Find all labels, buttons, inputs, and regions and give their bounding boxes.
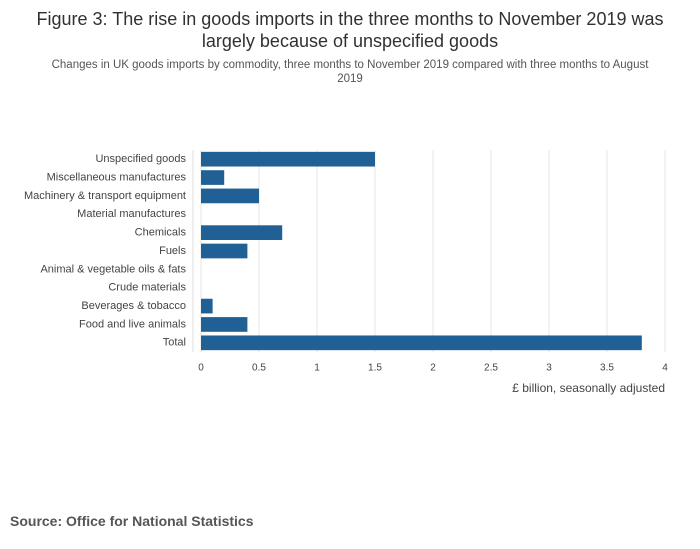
source: Source: Office for National Statistics [10,513,254,529]
y-tick-label: Fuels [159,245,186,257]
x-tick-label: 3 [546,363,552,374]
x-tick-label: 0.5 [252,363,266,374]
y-tick-label: Chemicals [135,227,187,239]
chart-subtitle: Changes in UK goods imports by commodity… [51,59,649,85]
y-tick-label: Miscellaneous manufactures [47,171,187,183]
y-tick-label: Unspecified goods [95,153,186,165]
y-tick-label: Crude materials [108,282,186,294]
bar [201,335,642,351]
x-tick-label: 1 [314,363,320,374]
y-tick-label: Food and live animals [79,318,187,330]
x-tick-label: 4 [662,363,668,374]
x-tick-label: 2 [430,363,436,374]
bar [201,151,375,167]
x-tick-label: 0 [198,363,204,374]
x-axis-label: £ billion, seasonally adjusted [512,381,665,395]
y-tick-label: Material manufactures [77,208,186,220]
bar [201,225,283,240]
bar [201,317,248,332]
y-tick-label: Beverages & tobacco [81,300,186,312]
bar [201,170,225,185]
chart: £ billion, seasonally adjusted 0 0.5 1 1.5 2… [24,150,668,395]
y-tick-label: Animal & vegetable oils & fats [40,263,186,275]
bar [201,188,259,204]
bar [201,243,248,259]
x-tick-label: 1.5 [368,363,382,374]
x-tick-label: 2.5 [484,363,498,374]
chart-title: Figure 3: The rise in goods imports in t… [36,9,664,51]
x-tick-label: 3.5 [600,363,614,374]
y-tick-label: Machinery & transport equipment [24,190,186,202]
y-tick-label: Total [163,337,186,349]
bar [201,298,213,314]
